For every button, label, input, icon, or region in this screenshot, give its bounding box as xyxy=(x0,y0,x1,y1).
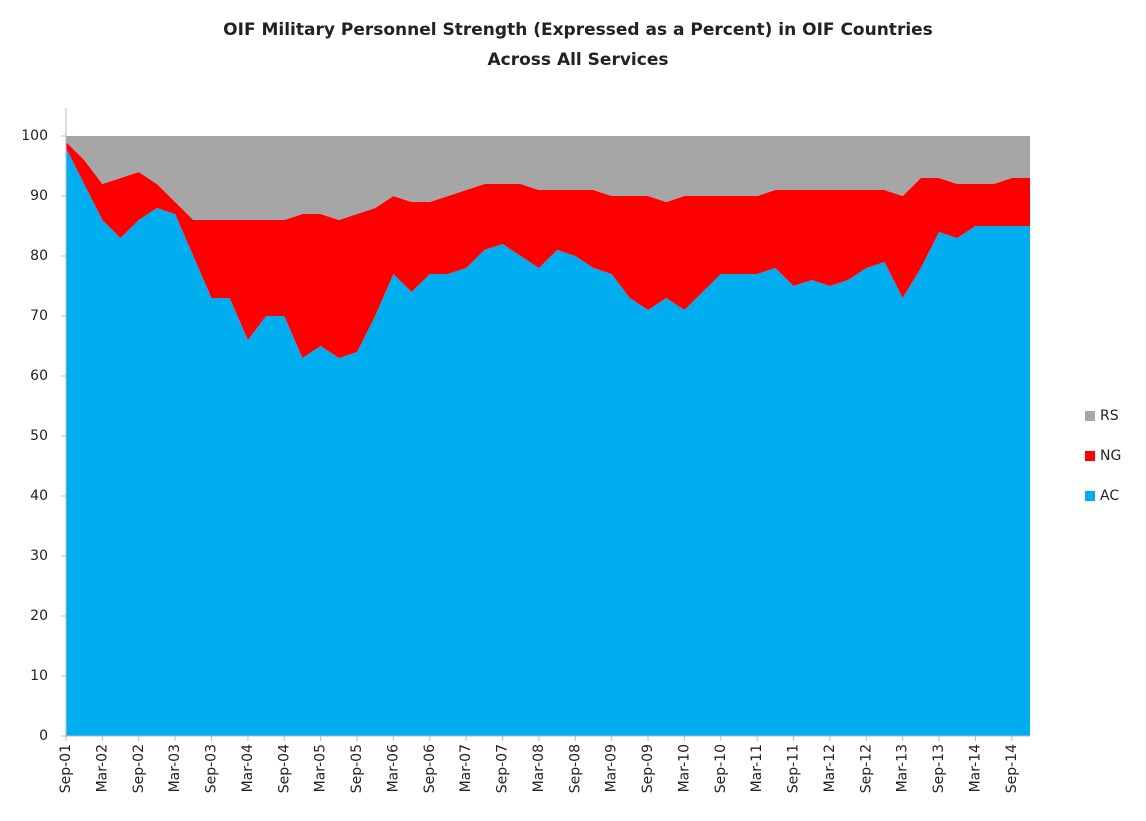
x-tick-label: Mar-07 xyxy=(458,744,474,792)
y-tick-label: 100 xyxy=(21,128,48,144)
legend-label: NG xyxy=(1100,448,1121,464)
x-tick-label: Sep-08 xyxy=(567,744,583,793)
x-tick-label: Sep-07 xyxy=(495,744,511,793)
y-tick-label: 10 xyxy=(30,668,48,684)
x-tick-label: Mar-10 xyxy=(676,744,692,792)
x-tick-label: Mar-06 xyxy=(385,744,401,792)
x-tick-label: Sep-02 xyxy=(131,744,147,793)
x-tick-label: Sep-09 xyxy=(640,744,656,793)
y-tick-label: 0 xyxy=(39,728,48,744)
area xyxy=(66,142,1030,358)
x-tick-label: Mar-04 xyxy=(240,744,256,792)
legend-swatch xyxy=(1085,491,1095,501)
y-tick-label: 40 xyxy=(30,488,48,504)
x-tick-label: Mar-05 xyxy=(313,744,329,792)
x-tick-label: Mar-09 xyxy=(604,744,620,792)
y-tick-label: 30 xyxy=(30,548,48,564)
x-tick-label: Mar-11 xyxy=(749,744,765,792)
area xyxy=(66,148,1030,736)
y-tick-label: 80 xyxy=(30,248,48,264)
x-tick-label: Sep-05 xyxy=(349,744,365,793)
chart-title: OIF Military Personnel Strength (Express… xyxy=(223,20,933,40)
x-tick-label: Sep-11 xyxy=(786,744,802,793)
x-tick-label: Sep-13 xyxy=(931,744,947,793)
x-tick-label: Mar-14 xyxy=(967,744,983,792)
x-tick-label: Mar-08 xyxy=(531,744,547,792)
legend-label: AC xyxy=(1100,488,1119,504)
x-tick-label: Sep-01 xyxy=(58,744,74,793)
y-tick-label: 50 xyxy=(30,428,48,444)
x-tick-label: Mar-12 xyxy=(822,744,838,792)
chart-title: Across All Services xyxy=(488,50,669,70)
y-tick-label: 70 xyxy=(30,308,48,324)
y-tick-label: 90 xyxy=(30,188,48,204)
y-tick-label: 60 xyxy=(30,368,48,384)
y-tick-label: 20 xyxy=(30,608,48,624)
x-tick-label: Mar-13 xyxy=(895,744,911,792)
x-tick-label: Sep-14 xyxy=(1004,744,1020,793)
legend-swatch xyxy=(1085,411,1095,421)
x-tick-label: Sep-06 xyxy=(422,744,438,793)
x-tick-label: Mar-02 xyxy=(94,744,110,792)
area xyxy=(66,136,1030,220)
legend-label: RS xyxy=(1100,408,1119,424)
x-tick-label: Sep-03 xyxy=(204,744,220,793)
x-tick-label: Sep-04 xyxy=(276,744,292,793)
x-tick-label: Mar-03 xyxy=(167,744,183,792)
x-tick-label: Sep-10 xyxy=(713,744,729,793)
x-tick-label: Sep-12 xyxy=(858,744,874,793)
legend-swatch xyxy=(1085,451,1095,461)
